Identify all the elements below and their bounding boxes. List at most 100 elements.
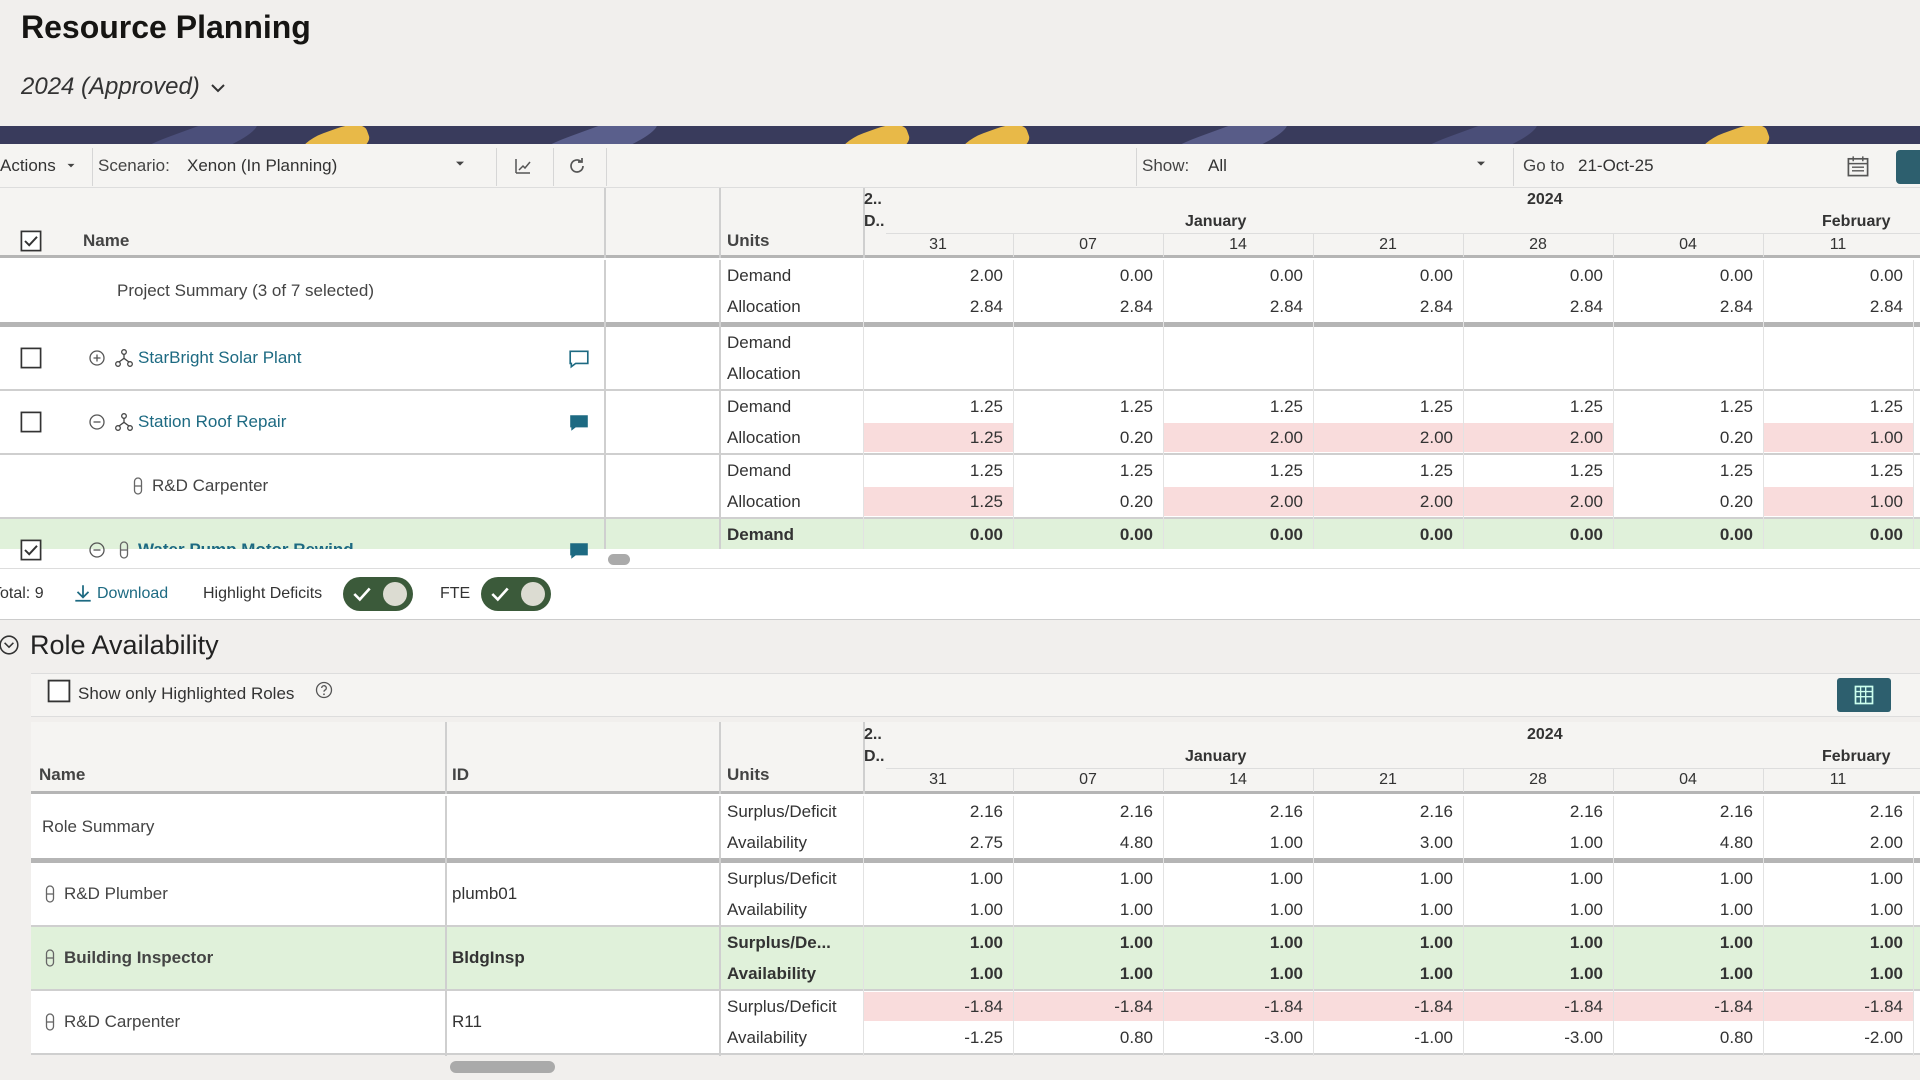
- value-cell: 2.84: [1119, 297, 1153, 316]
- goto-date[interactable]: 21-Oct-25: [1578, 156, 1654, 175]
- deficit-cell: [1613, 992, 1763, 1021]
- filter-checkbox[interactable]: [46, 678, 72, 704]
- expand-toggle[interactable]: [87, 412, 107, 432]
- value-cell: 1.00: [1869, 964, 1903, 983]
- row-name[interactable]: Station Roof Repair: [138, 412, 287, 431]
- value-cell: 1.25: [1569, 397, 1603, 416]
- chart-button[interactable]: [513, 156, 533, 176]
- row-name: R&D Carpenter: [152, 476, 269, 495]
- row-units: Allocation: [727, 492, 801, 511]
- deficit-cell: [1163, 992, 1313, 1021]
- value-cell: -1.84: [1714, 997, 1753, 1016]
- value-cell: 1.00: [1119, 900, 1153, 919]
- row-checkbox-glyph: [20, 539, 42, 561]
- grid-view-button[interactable]: [1837, 678, 1891, 712]
- value-cell: 1.00: [1719, 900, 1753, 919]
- week-label: 28: [1529, 236, 1547, 253]
- column-divider: [1163, 260, 1164, 549]
- view-button[interactable]: [1896, 150, 1920, 184]
- show-caret[interactable]: [1473, 156, 1489, 172]
- banner: [0, 126, 1920, 144]
- actions-caret[interactable]: [64, 158, 78, 172]
- banner-shape: [519, 126, 661, 144]
- week-label: 21: [1379, 236, 1397, 253]
- value-cell: -1.84: [1264, 997, 1303, 1016]
- row-separator: [0, 453, 1920, 455]
- plan-selector[interactable]: 2024 (Approved): [21, 73, 200, 100]
- column-header: ID: [452, 765, 469, 784]
- toggle-switch[interactable]: [481, 577, 551, 611]
- row-units: Allocation: [727, 364, 801, 383]
- deficit-cell: [1013, 992, 1163, 1021]
- banner-shape: [956, 126, 1034, 144]
- person-icon-glyph: [45, 949, 55, 967]
- toolbar: [0, 144, 1920, 188]
- table-row: [0, 260, 1920, 322]
- banner-shape: [836, 126, 914, 144]
- value-cell: 0.00: [1569, 525, 1603, 544]
- download-icon[interactable]: [72, 582, 94, 604]
- row-name[interactable]: Water Pump Motor Rewind: [138, 535, 354, 549]
- value-cell: 3.00: [1419, 833, 1453, 852]
- banner-shape: [296, 126, 374, 144]
- comment-button[interactable]: [568, 540, 590, 562]
- download-link[interactable]: Download: [97, 585, 169, 602]
- row-id: plumb01: [452, 884, 518, 903]
- timeline-month-short: D..: [864, 213, 885, 230]
- h-scrollbar[interactable]: [608, 554, 630, 565]
- value-cell: 1.00: [1569, 869, 1603, 888]
- value-cell: 2.16: [1569, 802, 1603, 821]
- show-select[interactable]: All: [1208, 156, 1227, 175]
- scenario-caret[interactable]: [452, 156, 468, 172]
- timeline-year-short: 2..: [864, 726, 882, 743]
- row-checkbox[interactable]: [19, 346, 43, 370]
- toolbar-divider: [1136, 148, 1137, 186]
- h-scrollbar[interactable]: [450, 1061, 555, 1073]
- person-icon: [114, 540, 134, 560]
- column-divider: [445, 796, 447, 1056]
- grid-view-button-glyph: [1854, 685, 1874, 705]
- row-name[interactable]: StarBright Solar Plant: [138, 348, 302, 367]
- table-row: [31, 863, 1920, 925]
- comment-button[interactable]: [568, 412, 590, 434]
- week-label: 11: [1829, 236, 1847, 253]
- value-cell: 0.00: [1269, 525, 1303, 544]
- deficit-cell: [1163, 423, 1313, 452]
- comment-button[interactable]: [568, 348, 590, 370]
- week-divider: [1313, 768, 1314, 792]
- help-icon[interactable]: [314, 680, 334, 700]
- week-label: 21: [1379, 771, 1397, 788]
- value-cell: 1.00: [1269, 964, 1303, 983]
- toggle-switch[interactable]: [343, 577, 413, 611]
- value-cell: 1.25: [1869, 397, 1903, 416]
- column-divider: [863, 260, 864, 549]
- calendar-button[interactable]: [1846, 154, 1870, 178]
- deficit-cell: [1763, 423, 1913, 452]
- actions-menu[interactable]: Actions: [0, 156, 56, 175]
- row-units: Demand: [727, 525, 795, 544]
- value-cell: 2.16: [969, 802, 1003, 821]
- value-cell: 1.25: [1869, 461, 1903, 480]
- expand-toggle[interactable]: [87, 540, 107, 560]
- value-cell: 0.20: [1119, 492, 1153, 511]
- row-checkbox[interactable]: [19, 410, 43, 434]
- collapse-toggle[interactable]: [0, 634, 20, 656]
- actions-caret-glyph: [67, 163, 75, 168]
- scenario-select[interactable]: Xenon (In Planning): [187, 156, 338, 175]
- value-cell: 1.00: [1119, 933, 1153, 952]
- value-cell: 0.00: [1869, 266, 1903, 285]
- plan-caret[interactable]: [208, 78, 228, 98]
- select-all-checkbox[interactable]: [19, 229, 43, 253]
- person-icon: [40, 948, 60, 968]
- value-cell: -3.00: [1264, 1028, 1303, 1047]
- row-units: Availability: [727, 833, 808, 852]
- value-cell: 2.84: [969, 297, 1003, 316]
- refresh-button[interactable]: [567, 156, 587, 176]
- row-checkbox[interactable]: [19, 538, 43, 562]
- value-cell: -1.84: [964, 997, 1003, 1016]
- value-cell: 2.16: [1269, 802, 1303, 821]
- hierarchy-icon: [114, 412, 134, 432]
- value-cell: 0.20: [1719, 492, 1753, 511]
- value-cell: 1.25: [1269, 461, 1303, 480]
- expand-toggle[interactable]: [87, 348, 107, 368]
